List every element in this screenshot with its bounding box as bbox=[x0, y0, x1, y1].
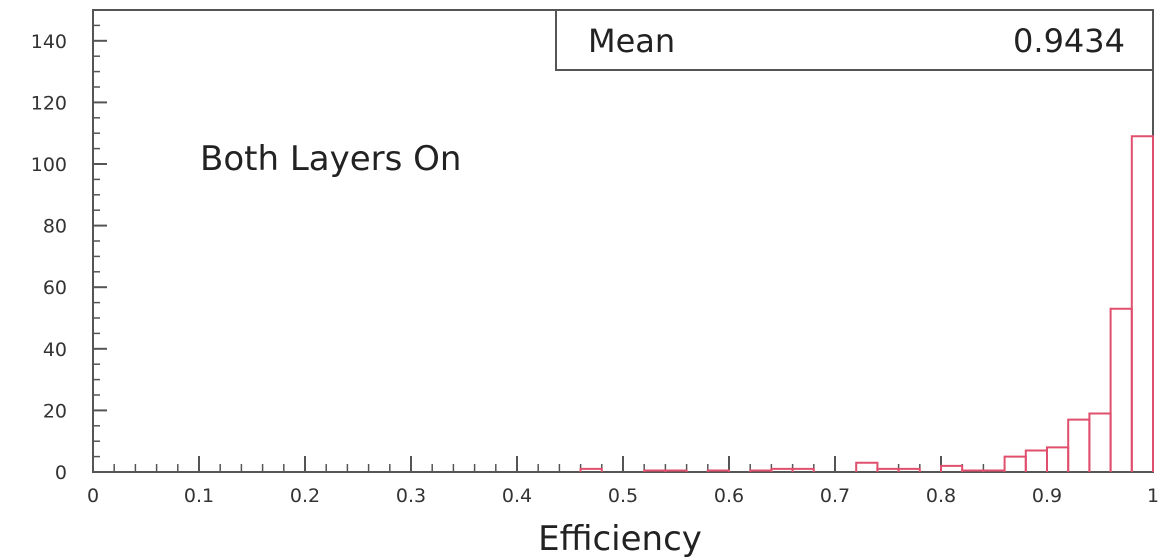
histogram-bin bbox=[1130, 135, 1154, 472]
y-tick-label: 0 bbox=[55, 462, 67, 484]
x-tick-label: 0.5 bbox=[608, 485, 638, 507]
y-tick-label: 120 bbox=[31, 92, 67, 114]
x-tick-label: 0.6 bbox=[714, 485, 744, 507]
x-tick-label: 0.7 bbox=[820, 485, 850, 507]
histogram-layer bbox=[579, 135, 1154, 472]
histogram-bin bbox=[897, 467, 921, 472]
histogram-bin bbox=[940, 464, 964, 472]
y-axis: 0 20 40 60 80 100 120 140 bbox=[31, 9, 107, 484]
stats-box: Mean 0.9434 bbox=[555, 9, 1154, 71]
x-tick-label: 0.1 bbox=[184, 485, 214, 507]
histogram-bin bbox=[706, 469, 730, 472]
x-tick-label: 0 bbox=[87, 485, 99, 507]
chart-annotation: Both Layers On bbox=[200, 139, 461, 179]
x-tick-label: 1 bbox=[1147, 485, 1159, 507]
x-tick-label: 0.9 bbox=[1032, 485, 1062, 507]
y-tick-label: 40 bbox=[43, 339, 67, 361]
stats-box-frame bbox=[555, 9, 1154, 71]
y-tick-label: 140 bbox=[31, 31, 67, 53]
histogram-bin bbox=[791, 467, 815, 472]
histogram-bin bbox=[579, 467, 603, 472]
stats-mean-label: Mean bbox=[588, 22, 675, 60]
x-axis: 0 0.1 0.2 0.3 0.4 0.5 0.6 0.7 0.8 0.9 1 bbox=[87, 456, 1159, 507]
stats-mean-value: 0.9434 bbox=[1013, 22, 1125, 60]
y-tick-label: 100 bbox=[31, 154, 67, 176]
x-axis-title: Efficiency bbox=[538, 519, 702, 559]
x-tick-label: 0.4 bbox=[502, 485, 532, 507]
x-tick-label: 0.3 bbox=[396, 485, 426, 507]
y-tick-label: 20 bbox=[43, 400, 67, 422]
y-tick-label: 80 bbox=[43, 216, 67, 238]
x-tick-label: 0.2 bbox=[290, 485, 320, 507]
histogram-bin bbox=[855, 461, 879, 472]
histogram-bin bbox=[664, 469, 688, 472]
y-tick-label: 60 bbox=[43, 277, 67, 299]
x-tick-label: 0.8 bbox=[926, 485, 956, 507]
